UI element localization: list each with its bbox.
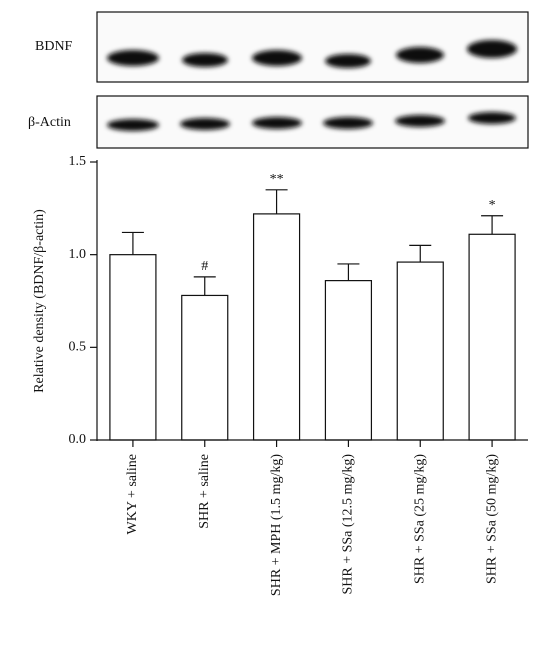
y-tick-label: 1.5 [69, 154, 87, 169]
significance-mark: * [489, 198, 496, 213]
significance-mark: # [201, 259, 208, 274]
x-tick-label: WKY + saline [125, 454, 140, 534]
blot-bands [107, 112, 516, 131]
blot-bands [107, 40, 517, 68]
blot-label: BDNF [35, 39, 73, 54]
blot-frame [96, 11, 529, 83]
y-axis-label: Relative density (BDNF/β-actin) [32, 209, 47, 393]
blot-frame [96, 95, 529, 149]
bar [324, 280, 373, 441]
x-tick-label: SHR + SSa (12.5 mg/kg) [341, 454, 356, 595]
blot-label: β-Actin [28, 115, 71, 130]
bar [468, 233, 516, 441]
bar [109, 254, 157, 441]
x-tick-label: SHR + SSa (50 mg/kg) [484, 454, 499, 584]
bar [181, 294, 229, 441]
y-tick-label: 0.0 [69, 432, 87, 447]
x-tick-label: SHR + saline [197, 454, 212, 529]
y-tick-label: 1.0 [69, 247, 87, 262]
y-tick-label: 0.5 [69, 340, 87, 355]
significance-mark: ** [270, 172, 284, 187]
x-tick-label: SHR + MPH (1.5 mg/kg) [269, 454, 284, 596]
x-tick-label: SHR + SSa (25 mg/kg) [412, 454, 427, 584]
bar [252, 213, 301, 441]
bar [396, 261, 444, 441]
